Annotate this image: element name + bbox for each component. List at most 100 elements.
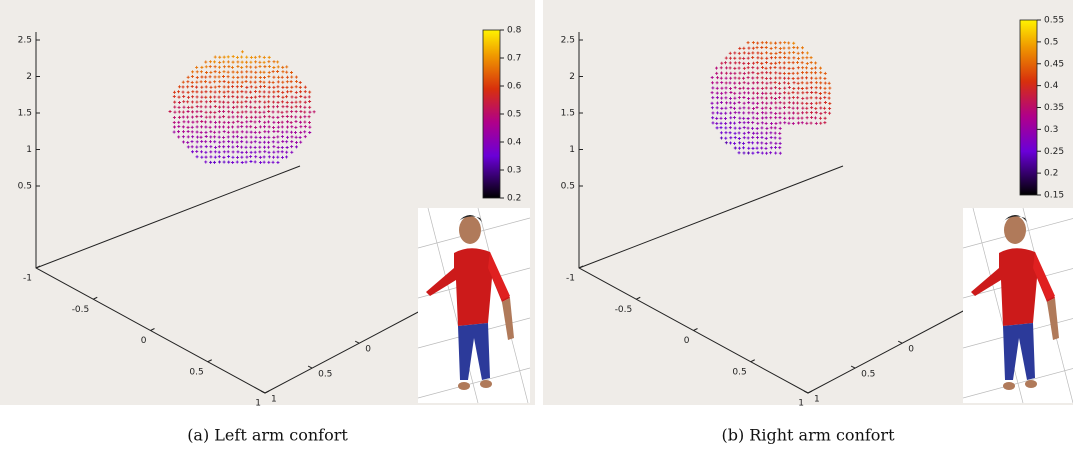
point [792, 51, 796, 55]
point [755, 106, 759, 110]
point [774, 116, 778, 120]
point [245, 120, 249, 124]
point [787, 121, 791, 125]
point [783, 56, 787, 60]
point [733, 141, 737, 145]
point [814, 106, 818, 110]
point [213, 100, 217, 104]
point [805, 61, 809, 65]
point [199, 135, 203, 139]
point [760, 76, 764, 80]
point [742, 126, 746, 130]
point [760, 131, 764, 135]
point [236, 150, 240, 154]
point [289, 130, 293, 134]
point [195, 100, 199, 104]
point [747, 101, 751, 105]
point [720, 61, 724, 65]
point [778, 111, 782, 115]
z-tick-label: 1.5 [561, 109, 575, 119]
point [782, 71, 786, 75]
point [742, 111, 746, 115]
point [742, 116, 746, 120]
point [299, 110, 303, 114]
point [236, 115, 240, 119]
point [235, 130, 239, 134]
point [791, 91, 795, 95]
point [774, 121, 778, 125]
point [249, 130, 253, 134]
point [172, 90, 176, 94]
point [787, 81, 791, 85]
point [796, 106, 800, 110]
point [258, 140, 262, 144]
point [290, 95, 294, 99]
point [289, 70, 293, 74]
point [236, 100, 240, 104]
point [227, 120, 231, 124]
point [782, 46, 786, 50]
point [773, 81, 777, 85]
point [244, 80, 248, 84]
point [281, 95, 285, 99]
point [814, 96, 818, 100]
point [249, 80, 253, 84]
colorbar-tick-label: 0.3 [507, 166, 521, 176]
z-tick-label: 1.5 [18, 109, 32, 119]
point [751, 126, 755, 130]
point [267, 55, 271, 59]
x-tick [578, 265, 584, 269]
point [272, 145, 276, 149]
point [186, 80, 190, 84]
point [769, 46, 773, 50]
point [737, 111, 741, 115]
point [814, 111, 818, 115]
point [172, 115, 176, 119]
point [267, 95, 271, 99]
point [769, 61, 773, 65]
point [828, 86, 832, 90]
point [746, 126, 750, 130]
point [769, 71, 773, 75]
point [764, 46, 768, 50]
point [792, 81, 796, 85]
point [262, 60, 266, 64]
point [200, 125, 204, 129]
point [222, 65, 226, 69]
point [253, 145, 257, 149]
point [760, 101, 764, 105]
point [724, 116, 728, 120]
point [290, 125, 294, 129]
point [289, 90, 293, 94]
point [290, 145, 294, 149]
point [227, 80, 231, 84]
point [290, 75, 294, 79]
point [796, 86, 800, 90]
point [222, 150, 226, 154]
point [787, 106, 791, 110]
point [263, 100, 267, 104]
point [764, 121, 768, 125]
point [303, 100, 307, 104]
point [262, 80, 266, 84]
point [222, 145, 226, 149]
point [778, 46, 782, 50]
point [737, 136, 741, 140]
point [204, 145, 208, 149]
point [222, 135, 226, 139]
point [190, 75, 194, 79]
point [774, 106, 778, 110]
point [751, 131, 755, 135]
point [240, 140, 244, 144]
point [217, 135, 221, 139]
point [244, 150, 248, 154]
point [819, 111, 823, 115]
point [719, 131, 723, 135]
point [267, 90, 271, 94]
point [253, 140, 257, 144]
point [254, 125, 258, 129]
point [737, 131, 741, 135]
point [195, 105, 199, 109]
point [253, 95, 257, 99]
point [217, 65, 221, 69]
